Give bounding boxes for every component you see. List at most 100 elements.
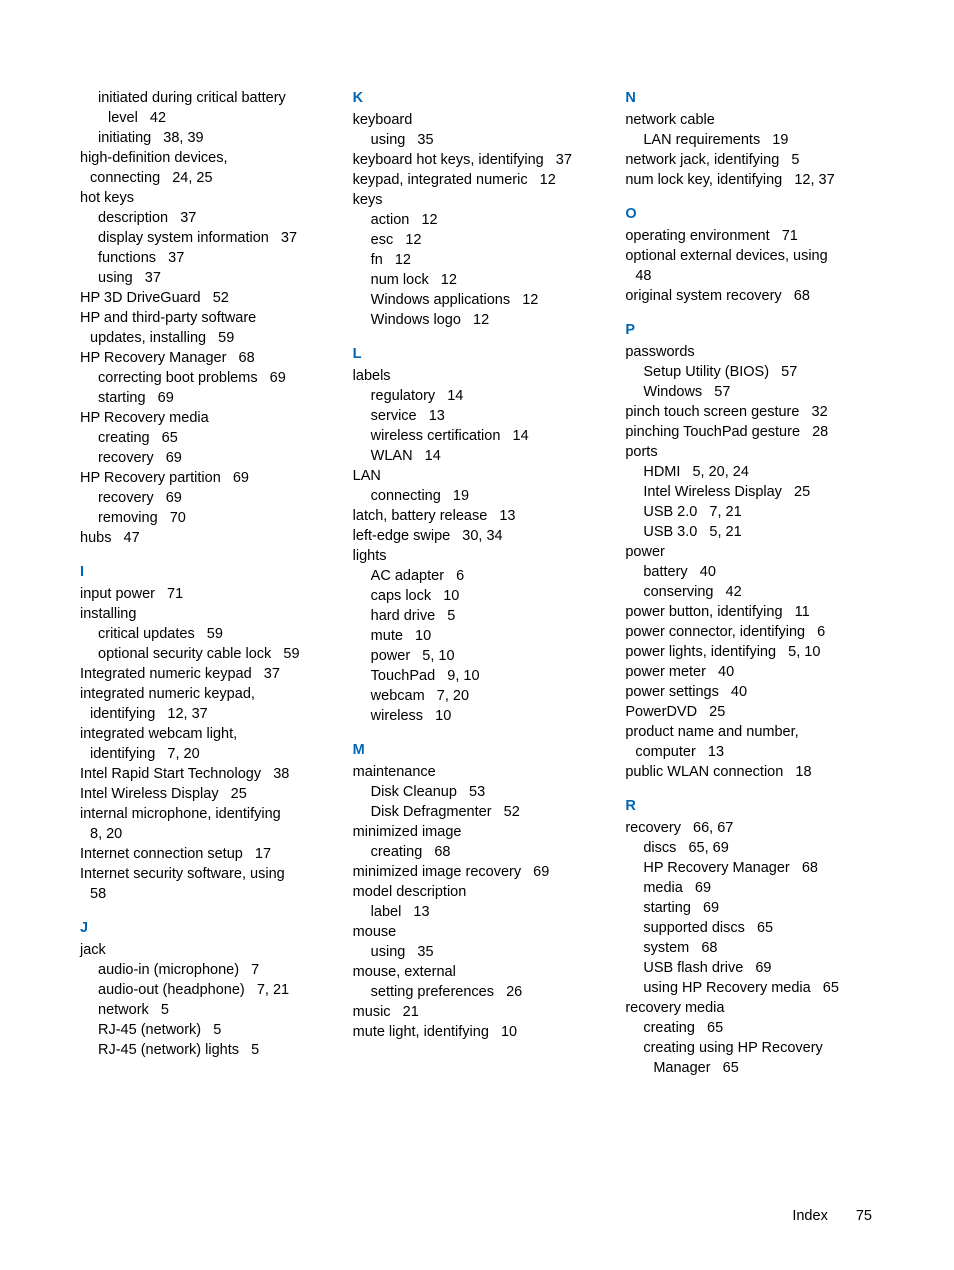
index-entry-pages: 14	[500, 428, 528, 444]
index-entry-text: original system recovery	[625, 288, 781, 304]
index-entry-text: power	[625, 544, 665, 560]
index-entry: recovery 69	[80, 448, 329, 468]
index-entry-text: keypad, integrated numeric	[353, 172, 528, 188]
footer-label: Index	[792, 1208, 827, 1224]
index-entry: Windows 57	[625, 382, 874, 402]
index-entry: Integrated numeric keypad 37	[80, 664, 329, 684]
index-entry-text: audio-in (microphone)	[98, 962, 239, 978]
index-entry-text: operating environment	[625, 228, 769, 244]
index-entry: hubs 47	[80, 528, 329, 548]
index-entry-pages: 10	[403, 628, 431, 644]
index-entry-text: recovery	[98, 450, 154, 466]
index-entry-text: wireless certification	[371, 428, 501, 444]
index-entry-pages: 47	[111, 530, 139, 546]
index-entry-text: LAN requirements	[643, 132, 760, 148]
index-entry: USB 3.0 5, 21	[625, 522, 874, 542]
index-entry-pages: 12, 37	[155, 706, 207, 722]
index-entry-text: labels	[353, 368, 391, 384]
index-entry-pages: 12	[429, 272, 457, 288]
index-entry-pages: 13	[417, 408, 445, 424]
index-entry-pages: 68	[782, 288, 810, 304]
index-entry: pinch touch screen gesture 32	[625, 402, 874, 422]
index-entry: mouse	[353, 922, 602, 942]
index-entry-pages: 68	[226, 350, 254, 366]
index-entry-pages: 69	[743, 960, 771, 976]
index-entry-text: HDMI	[643, 464, 680, 480]
index-entry-text: removing	[98, 510, 158, 526]
index-entry-pages: 52	[201, 290, 229, 306]
index-entry-text: Setup Utility (BIOS)	[643, 364, 769, 380]
index-entry-text: mute light, identifying	[353, 1024, 489, 1040]
index-entry-text: mouse	[353, 924, 397, 940]
index-entry: HP and third-party software	[80, 308, 329, 328]
index-entry-pages: 32	[799, 404, 827, 420]
index-entry: regulatory 14	[353, 386, 602, 406]
index-entry-text: updates, installing	[90, 330, 206, 346]
index-entry: RJ-45 (network) 5	[80, 1020, 329, 1040]
index-entry-pages: 69	[154, 450, 182, 466]
index-entry-pages: 65	[150, 430, 178, 446]
index-entry-pages: 13	[696, 744, 724, 760]
index-entry: creating 65	[625, 1018, 874, 1038]
index-entry: recovery 66, 67	[625, 818, 874, 838]
index-entry: maintenance	[353, 762, 602, 782]
index-entry-text: label	[371, 904, 402, 920]
index-entry: RJ-45 (network) lights 5	[80, 1040, 329, 1060]
index-entry: audio-in (microphone) 7	[80, 960, 329, 980]
index-entry: HP Recovery Manager 68	[80, 348, 329, 368]
index-entry-text: audio-out (headphone)	[98, 982, 245, 998]
index-entry: initiating 38, 39	[80, 128, 329, 148]
index-entry-text: connecting	[90, 170, 160, 186]
index-entry: model description	[353, 882, 602, 902]
index-section-letter: L	[353, 344, 602, 364]
index-entry: recovery 69	[80, 488, 329, 508]
index-entry-text: starting	[643, 900, 691, 916]
index-entry: USB flash drive 69	[625, 958, 874, 978]
index-entry: 48	[625, 266, 874, 286]
index-entry-text: num lock key, identifying	[625, 172, 782, 188]
index-entry-text: minimized image recovery	[353, 864, 521, 880]
index-entry-pages: 26	[494, 984, 522, 1000]
index-entry: using HP Recovery media 65	[625, 978, 874, 998]
index-entry-text: Disk Defragmenter	[371, 804, 492, 820]
index-entry-text: LAN	[353, 468, 381, 484]
index-entry-pages: 69	[154, 490, 182, 506]
index-entry: identifying 7, 20	[80, 744, 329, 764]
index-entry-text: lights	[353, 548, 387, 564]
index-entry: num lock key, identifying 12, 37	[625, 170, 874, 190]
index-entry: label 13	[353, 902, 602, 922]
index-entry: mute 10	[353, 626, 602, 646]
index-entry-pages: 13	[401, 904, 429, 920]
index-entry-text: 8, 20	[90, 826, 122, 842]
index-entry: minimized image recovery 69	[353, 862, 602, 882]
index-entry-pages: 30, 34	[450, 528, 502, 544]
index-entry-pages: 37	[156, 250, 184, 266]
index-entry-text: using	[371, 944, 406, 960]
index-entry: power lights, identifying 5, 10	[625, 642, 874, 662]
index-entry-pages: 65	[811, 980, 839, 996]
index-entry-pages: 69	[521, 864, 549, 880]
index-entry: removing 70	[80, 508, 329, 528]
index-entry-pages: 42	[138, 110, 166, 126]
index-entry-pages: 5	[779, 152, 799, 168]
index-entry-text: mute	[371, 628, 403, 644]
index-entry: LAN requirements 19	[625, 130, 874, 150]
index-entry-pages: 69	[691, 900, 719, 916]
index-entry-text: setting preferences	[371, 984, 494, 1000]
index-entry-text: Disk Cleanup	[371, 784, 457, 800]
index-entry-pages: 19	[760, 132, 788, 148]
index-entry: original system recovery 68	[625, 286, 874, 306]
index-entry: supported discs 65	[625, 918, 874, 938]
index-entry: internal microphone, identifying	[80, 804, 329, 824]
index-entry-text: USB 3.0	[643, 524, 697, 540]
index-entry: minimized image	[353, 822, 602, 842]
index-entry: discs 65, 69	[625, 838, 874, 858]
index-entry-text: supported discs	[643, 920, 745, 936]
index-entry-text: Intel Wireless Display	[80, 786, 219, 802]
index-entry-text: HP Recovery Manager	[80, 350, 226, 366]
index-entry-pages: 5	[149, 1002, 169, 1018]
index-entry: recovery media	[625, 998, 874, 1018]
index-entry: hard drive 5	[353, 606, 602, 626]
index-entry-pages: 14	[435, 388, 463, 404]
index-entry: starting 69	[80, 388, 329, 408]
